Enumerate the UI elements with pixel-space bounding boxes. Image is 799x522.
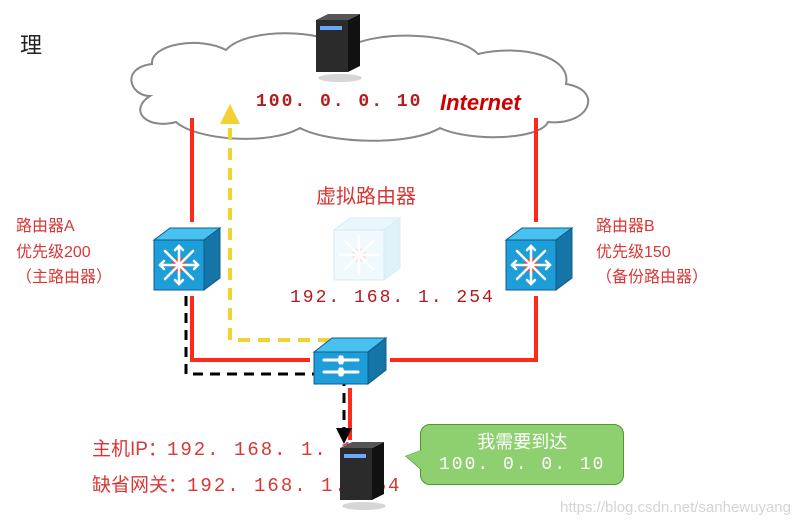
virtual-router-icon: [330, 212, 404, 291]
host-speech-bubble: 我需要到达 100. 0. 0. 10: [420, 424, 624, 485]
internet-label: Internet: [440, 90, 521, 116]
router-a-priority: 优先级200: [16, 240, 112, 266]
internet-ip: 100. 0. 0. 10: [256, 92, 422, 112]
page-title-fragment: 理: [20, 28, 42, 60]
bubble-line2: 100. 0. 0. 10: [439, 454, 605, 477]
virtual-router-label: 虚拟路由器: [316, 180, 416, 209]
router-b-role: （备份路由器）: [596, 265, 708, 291]
bubble-line1: 我需要到达: [439, 431, 605, 454]
router-b-label: 路由器B 优先级150 （备份路由器）: [596, 214, 708, 291]
server-host-icon: [334, 440, 390, 515]
router-a-role: （主路由器）: [16, 265, 112, 291]
host-ip: 192. 168. 1. 1: [167, 439, 355, 461]
watermark: https://blog.csdn.net/sanhewuyang: [560, 499, 791, 516]
host-ip-label: 主机IP：: [92, 439, 167, 460]
virtual-router-ip: 192. 168. 1. 254: [290, 288, 495, 308]
host-gw-label: 缺省网关：: [92, 475, 187, 496]
server-internet-icon: [310, 12, 366, 87]
router-b-priority: 优先级150: [596, 240, 708, 266]
router-a-icon: [150, 222, 224, 301]
router-b-icon: [502, 222, 576, 301]
router-b-name: 路由器B: [596, 214, 708, 240]
router-a-name: 路由器A: [16, 214, 112, 240]
router-a-label: 路由器A 优先级200 （主路由器）: [16, 214, 112, 291]
switch-icon: [310, 332, 390, 395]
